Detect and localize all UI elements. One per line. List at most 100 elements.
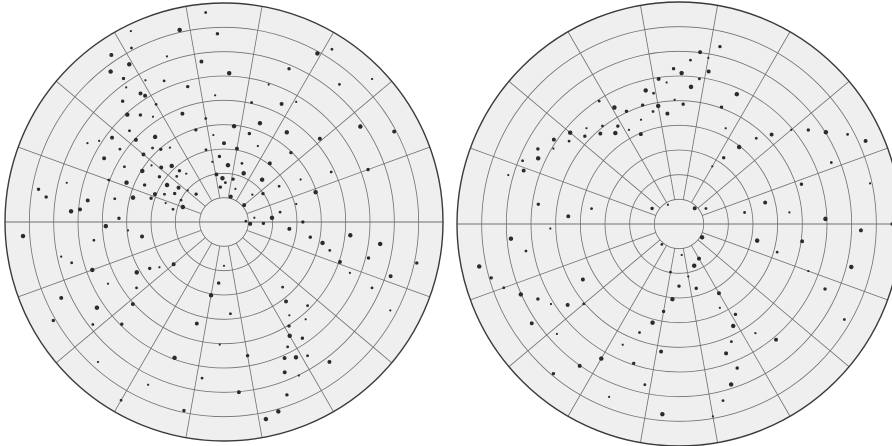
data-point — [211, 160, 214, 163]
data-point — [694, 286, 698, 290]
data-point — [551, 137, 556, 142]
data-point — [234, 187, 237, 190]
data-point — [415, 261, 419, 265]
data-point — [126, 229, 130, 232]
data-point — [718, 44, 722, 49]
data-point — [177, 27, 182, 33]
data-point — [257, 121, 263, 126]
data-point — [552, 147, 555, 150]
data-point — [130, 46, 133, 50]
data-point — [282, 356, 287, 360]
data-point — [110, 135, 114, 140]
data-point — [68, 209, 74, 214]
grid-meridian — [682, 5, 718, 200]
data-point — [639, 118, 643, 121]
data-point — [123, 165, 126, 169]
data-point — [282, 370, 287, 375]
data-point — [163, 192, 166, 196]
data-point — [103, 223, 109, 229]
plot-outline — [456, 1, 892, 446]
data-point — [218, 185, 222, 189]
data-point — [250, 101, 253, 104]
data-point — [612, 105, 617, 110]
grid-meridian — [640, 248, 676, 443]
data-point — [186, 84, 190, 89]
data-point — [179, 198, 183, 202]
data-point — [691, 263, 697, 268]
data-point — [127, 62, 132, 67]
data-point — [158, 266, 161, 269]
data-point — [329, 170, 333, 174]
data-point — [118, 147, 122, 151]
right-polar-plot — [456, 1, 892, 446]
data-point — [217, 281, 221, 285]
data-point — [508, 236, 514, 241]
data-point — [807, 269, 810, 273]
data-point — [215, 32, 220, 36]
data-point — [182, 408, 186, 413]
data-point — [285, 393, 289, 397]
data-point — [293, 355, 299, 360]
data-point — [829, 161, 833, 164]
data-point — [148, 266, 152, 271]
data-point — [721, 399, 725, 403]
data-point — [868, 182, 872, 185]
data-point — [549, 302, 553, 306]
data-point — [613, 130, 618, 136]
data-point — [601, 124, 604, 128]
data-point — [236, 390, 241, 395]
data-point — [106, 282, 110, 285]
data-point — [269, 215, 275, 221]
data-point — [640, 103, 645, 107]
data-point — [582, 302, 586, 306]
data-point — [729, 340, 733, 344]
data-points — [20, 11, 419, 422]
data-point — [204, 117, 208, 120]
data-point — [217, 154, 222, 159]
data-point — [774, 337, 778, 342]
data-point — [287, 324, 291, 328]
data-point — [135, 286, 138, 290]
data-point — [799, 182, 804, 186]
data-point — [858, 228, 863, 233]
data-point — [194, 321, 199, 326]
data-point — [278, 210, 282, 214]
data-point — [656, 76, 661, 81]
data-point — [536, 147, 540, 151]
data-point — [707, 56, 710, 59]
data-point — [370, 77, 374, 81]
data-point — [92, 238, 96, 242]
data-point — [78, 207, 82, 212]
data-point — [107, 178, 111, 182]
data-point — [256, 144, 259, 148]
data-point — [169, 163, 174, 169]
data-point — [226, 70, 232, 76]
data-point — [616, 124, 620, 128]
grid-meridian — [697, 239, 850, 368]
data-point — [147, 383, 150, 386]
data-point — [348, 233, 353, 238]
data-point — [138, 113, 143, 117]
grid-meridian — [114, 32, 213, 202]
grid-meridian — [227, 6, 263, 199]
data-point — [204, 148, 208, 152]
data-point — [284, 299, 288, 304]
data-point — [788, 211, 791, 214]
data-point — [652, 91, 655, 95]
data-point — [717, 291, 721, 296]
data-point — [253, 216, 256, 219]
data-point — [306, 304, 309, 307]
data-point — [164, 182, 170, 188]
data-point — [117, 216, 121, 220]
grid-meridian — [235, 32, 334, 202]
grid-meridian — [470, 232, 656, 301]
data-point — [164, 201, 167, 205]
data-point — [175, 174, 179, 178]
grid-meridian — [702, 147, 888, 216]
data-point — [555, 332, 559, 336]
data-point — [134, 270, 139, 275]
data-point — [529, 321, 534, 326]
data-point — [392, 129, 397, 134]
data-point — [299, 178, 302, 181]
data-point — [108, 69, 113, 74]
